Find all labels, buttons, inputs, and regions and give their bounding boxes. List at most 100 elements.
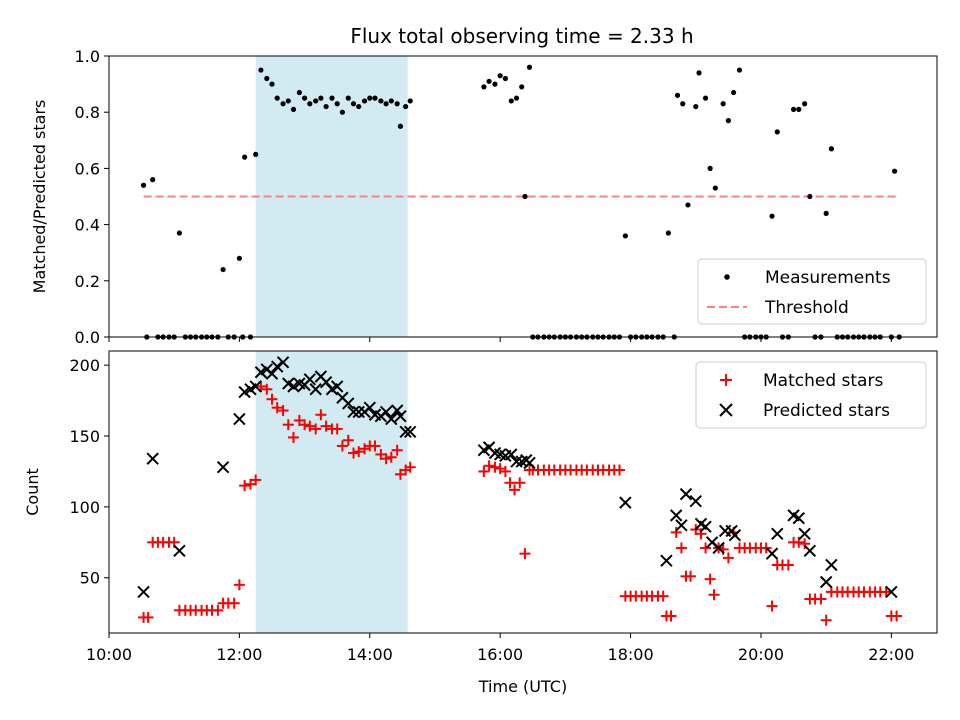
predicted-star-point <box>276 356 290 369</box>
measurement-point <box>685 202 691 208</box>
top-legend: Measurements Threshold <box>697 258 927 325</box>
bottom-x-tick-label: 12:00 <box>216 645 262 664</box>
matched-star-point <box>880 586 892 598</box>
matched-star-point <box>766 600 778 612</box>
matched-star-point <box>613 464 625 476</box>
bottom-y-axis-label: Count <box>23 468 42 516</box>
legend-measurements-swatch <box>724 274 730 280</box>
measurement-point <box>269 81 275 87</box>
matched-star-point <box>239 480 251 492</box>
measurement-point <box>486 78 492 84</box>
matched-star-point <box>820 614 832 626</box>
bottom-legend: Matched stars Predicted stars <box>695 361 927 429</box>
predicted-star-point <box>399 425 412 438</box>
predicted-star-point <box>265 367 279 380</box>
measurement-point <box>725 118 731 124</box>
measurement-point <box>345 95 351 101</box>
matched-star-point <box>271 402 283 414</box>
measurement-point <box>253 151 259 157</box>
top-legend-box <box>697 258 927 325</box>
measurement-point <box>285 98 291 104</box>
measurement-point <box>702 95 709 101</box>
predicted-star-point <box>505 448 518 461</box>
matched-star-point <box>142 611 154 623</box>
matched-star-point <box>670 526 682 538</box>
measurement-point <box>397 123 404 129</box>
measurement-point <box>680 101 686 107</box>
measurement-point <box>296 89 302 96</box>
measurement-point <box>264 75 270 82</box>
predicted-star-point <box>137 585 150 599</box>
bottom-x-tick-label: 18:00 <box>608 645 654 664</box>
predicted-star-point <box>885 585 898 599</box>
predicted-star-point <box>390 404 404 417</box>
legend-predicted-swatch <box>719 403 733 417</box>
matched-star-point <box>815 593 827 605</box>
predicted-star-point <box>771 527 784 541</box>
predicted-star-point <box>216 460 230 474</box>
predicted-star-point <box>309 383 322 396</box>
matched-star-point <box>228 597 240 609</box>
bottom-x-tick-label: 16:00 <box>477 645 523 664</box>
measurement-point <box>329 95 335 101</box>
measurement-point <box>236 255 242 261</box>
legend-threshold-label: Threshold <box>764 298 849 318</box>
predicted-star-point <box>385 412 398 426</box>
measurement-point <box>622 233 628 239</box>
bottom-y-tick-label: 150 <box>69 427 100 446</box>
matched-star-point <box>385 451 397 463</box>
measurement-point <box>318 95 324 101</box>
predicted-star-point <box>689 495 702 508</box>
measurement-point <box>665 230 671 236</box>
measurement-point <box>361 98 368 104</box>
bottom-y-ticks: 50 100 150 200 <box>69 356 109 588</box>
predicted-star-point <box>347 405 360 419</box>
matched-star-point <box>675 542 687 554</box>
predicted-star-point <box>510 455 523 468</box>
measurement-point <box>892 168 898 174</box>
matched-star-point <box>277 405 289 417</box>
predicted-star-point <box>765 547 779 560</box>
bottom-x-tick-label: 10:00 <box>86 645 132 664</box>
measurement-point <box>388 98 394 104</box>
measurement-point <box>828 146 834 152</box>
measurement-point <box>674 92 681 98</box>
matched-star-point <box>722 552 734 564</box>
matched-star-point <box>509 484 521 496</box>
matched-star-point <box>315 409 327 421</box>
matched-star-point <box>708 589 720 601</box>
measurement-point <box>242 154 248 160</box>
top-y-tick-label: 0.4 <box>75 216 100 235</box>
measurement-point <box>790 106 797 112</box>
matched-star-point <box>369 440 381 452</box>
matched-star-point <box>657 590 669 602</box>
legend-predicted-label: Predicted stars <box>763 401 890 421</box>
predicted-star-point <box>352 405 365 419</box>
matched-star-point <box>288 431 300 443</box>
bottom-marks <box>137 356 903 626</box>
matched-star-point <box>347 447 359 459</box>
measurement-point <box>290 106 297 112</box>
measurement-point <box>383 101 389 107</box>
legend-matched-swatch <box>720 374 732 386</box>
matched-star-point <box>261 383 273 395</box>
top-y-ticks: 0.0 0.2 0.4 0.6 0.8 1.0 <box>75 47 109 347</box>
measurement-point <box>323 103 329 110</box>
matched-star-point <box>799 538 811 550</box>
measurement-point <box>802 101 808 107</box>
predicted-star-point <box>798 527 811 541</box>
predicted-star-point <box>803 544 817 558</box>
matched-star-point <box>782 559 794 571</box>
predicted-star-point <box>379 405 393 419</box>
measurement-point <box>356 103 362 110</box>
measurement-point <box>693 103 699 110</box>
matched-star-point <box>685 570 697 582</box>
top-y-axis-label: Matched/Predicted stars <box>30 100 49 294</box>
measurement-point <box>712 185 718 191</box>
measurement-point <box>140 182 147 188</box>
measurement-point <box>280 101 286 107</box>
matched-star-point <box>891 610 903 622</box>
predicted-star-point <box>660 554 673 567</box>
matched-star-point <box>704 573 716 585</box>
legend-matched-label: Matched stars <box>763 371 883 391</box>
